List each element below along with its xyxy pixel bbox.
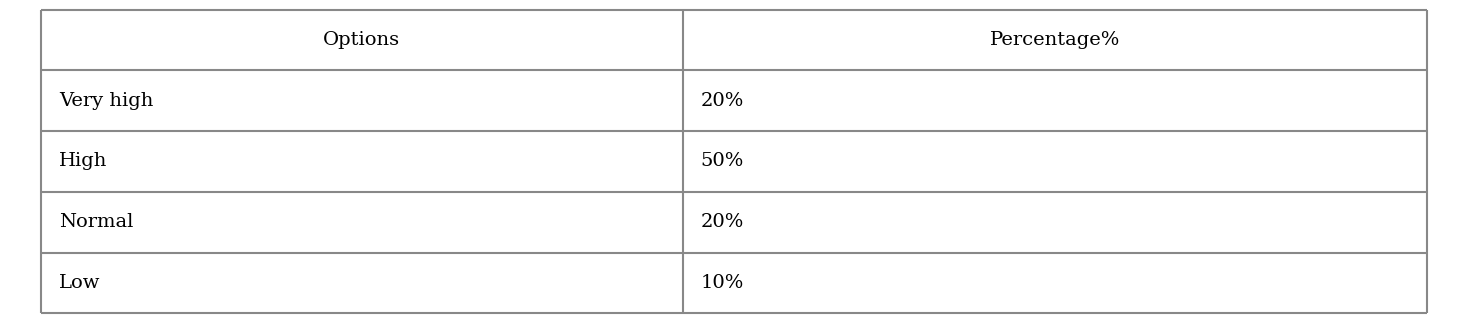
Text: Percentage%: Percentage% — [989, 31, 1120, 49]
Text: 10%: 10% — [700, 274, 744, 292]
Text: Normal: Normal — [59, 213, 134, 231]
Text: Options: Options — [323, 31, 401, 49]
Text: 20%: 20% — [700, 213, 744, 231]
Text: Low: Low — [59, 274, 100, 292]
Text: 50%: 50% — [700, 152, 744, 171]
Text: 20%: 20% — [700, 92, 744, 110]
Text: High: High — [59, 152, 107, 171]
Text: Very high: Very high — [59, 92, 153, 110]
